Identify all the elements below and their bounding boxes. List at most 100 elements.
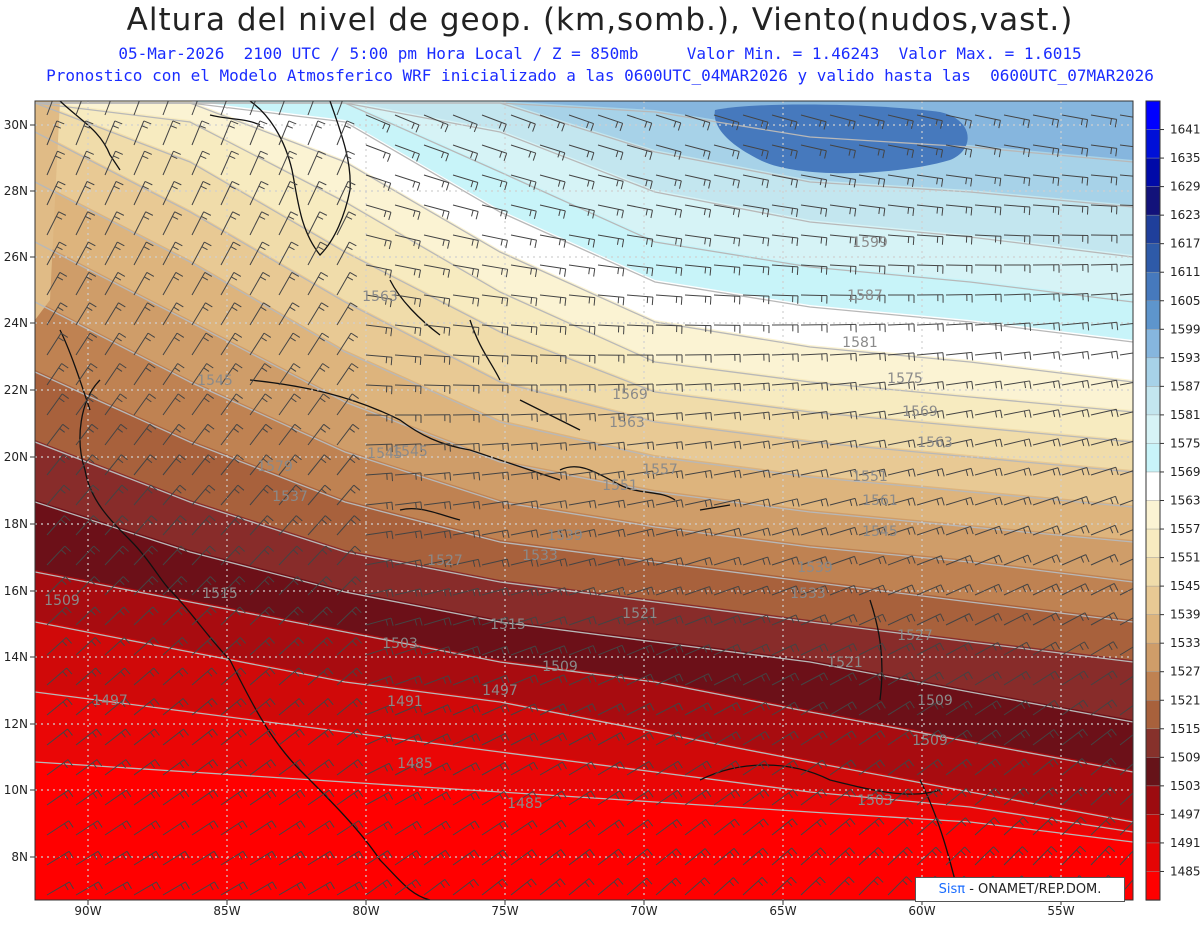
lat-tick-label: 14N: [4, 650, 28, 664]
contour-label: 1539: [547, 528, 583, 544]
legend-swatch: [1146, 301, 1160, 330]
legend-level-label: 1605: [1170, 294, 1200, 308]
lat-tick-label: 24N: [4, 316, 28, 330]
legend-level-label: 1491: [1170, 836, 1200, 850]
legend-level-label: 1629: [1170, 180, 1200, 194]
contour-label: 1509: [912, 733, 948, 749]
contour-label: 1545: [392, 444, 428, 460]
contour-label: 1527: [897, 628, 933, 644]
legend-level-label: 1545: [1170, 579, 1200, 593]
contour-label: 1521: [622, 606, 658, 622]
legend-level-label: 1617: [1170, 237, 1200, 251]
legend-level-label: 1521: [1170, 693, 1200, 707]
legend-swatch: [1146, 558, 1160, 587]
legend-level-label: 1533: [1170, 636, 1200, 650]
contour-label: 1545: [862, 524, 898, 540]
contour-label: 1579: [257, 459, 293, 475]
credit-box: Sisπ - ONAMET/REP.DOM.: [915, 877, 1125, 902]
contour-label: 1599: [852, 235, 888, 251]
legend-swatch: [1146, 757, 1160, 786]
legend-level-label: 1503: [1170, 779, 1200, 793]
lat-tick-label: 30N: [4, 118, 28, 132]
contour-label: 1563: [609, 415, 645, 431]
legend-level-label: 1599: [1170, 322, 1200, 336]
legend-swatch: [1146, 215, 1160, 244]
legend-level-label: 1497: [1170, 807, 1200, 821]
legend-swatch: [1146, 101, 1160, 130]
contour-label: 1587: [847, 288, 883, 304]
legend-swatch: [1146, 529, 1160, 558]
lat-tick-label: 10N: [4, 783, 28, 797]
credit-brand: Sisπ: [939, 882, 965, 897]
contour-label: 1569: [612, 387, 648, 403]
legend-swatch: [1146, 187, 1160, 216]
contour-label: 1537: [272, 489, 308, 505]
lon-tick-label: 90W: [74, 904, 101, 918]
contour-label: 1563: [362, 289, 398, 305]
legend-level-label: 1641: [1170, 123, 1200, 137]
lon-tick-label: 55W: [1047, 904, 1074, 918]
lon-tick-label: 70W: [630, 904, 657, 918]
contour-label: 1485: [507, 796, 543, 812]
contour-label: 1509: [542, 659, 578, 675]
legend-swatch: [1146, 814, 1160, 843]
lon-tick-label: 75W: [491, 904, 518, 918]
legend-swatch: [1146, 871, 1160, 900]
lat-tick-label: 28N: [4, 184, 28, 198]
legend-swatch: [1146, 700, 1160, 729]
legend-swatch: [1146, 415, 1160, 444]
legend-level-label: 1569: [1170, 465, 1200, 479]
contour-label: 1533: [522, 548, 558, 564]
contour-label: 1515: [202, 586, 238, 602]
legend-level-label: 1527: [1170, 665, 1200, 679]
lon-tick-label: 60W: [908, 904, 935, 918]
credit-text: - ONAMET/REP.DOM.: [965, 882, 1101, 897]
legend-swatch: [1146, 386, 1160, 415]
legend-swatch: [1146, 843, 1160, 872]
lat-tick-label: 16N: [4, 584, 28, 598]
contour-label: 1557: [642, 462, 678, 478]
contour-label: 1527: [427, 553, 463, 569]
lon-tick-label: 65W: [769, 904, 796, 918]
legend-level-label: 1593: [1170, 351, 1200, 365]
legend-level-label: 1557: [1170, 522, 1200, 536]
legend-swatch: [1146, 643, 1160, 672]
legend-swatch: [1146, 358, 1160, 387]
legend-level-label: 1551: [1170, 551, 1200, 565]
lat-tick-label: 22N: [4, 383, 28, 397]
contour-label: 1509: [44, 593, 80, 609]
contour-label: 1575: [887, 371, 923, 387]
legend-level-label: 1581: [1170, 408, 1200, 422]
legend-swatch: [1146, 472, 1160, 501]
legend-swatch: [1146, 501, 1160, 530]
contour-label: 1491: [387, 694, 423, 710]
lon-tick-label: 85W: [213, 904, 240, 918]
lat-tick-label: 26N: [4, 250, 28, 264]
legend-swatch: [1146, 615, 1160, 644]
contour-label: 1503: [382, 636, 418, 652]
contour-label: 1551: [602, 478, 638, 494]
lon-tick-label: 80W: [352, 904, 379, 918]
legend-swatch: [1146, 672, 1160, 701]
legend-swatch: [1146, 158, 1160, 187]
legend-swatch: [1146, 443, 1160, 472]
legend-swatch: [1146, 786, 1160, 815]
contour-label: 1563: [917, 435, 953, 451]
contour-label: 1581: [842, 335, 878, 351]
contour-label: 1533: [790, 586, 826, 602]
legend-swatch: [1146, 729, 1160, 758]
geopotential-shading: [35, 101, 1133, 900]
lat-tick-label: 20N: [4, 450, 28, 464]
legend-swatch: [1146, 244, 1160, 273]
legend-swatch: [1146, 586, 1160, 615]
contour-label: 1515: [490, 617, 526, 633]
legend-swatch: [1146, 329, 1160, 358]
contour-label: 1509: [917, 693, 953, 709]
contour-label: 1569: [902, 404, 938, 420]
contour-label: 1497: [92, 693, 128, 709]
contour-label: 1503: [857, 793, 893, 809]
color-legend: 1641163516291623161716111605159915931587…: [1146, 101, 1200, 901]
lat-tick-label: 8N: [11, 850, 28, 864]
legend-level-label: 1575: [1170, 436, 1200, 450]
